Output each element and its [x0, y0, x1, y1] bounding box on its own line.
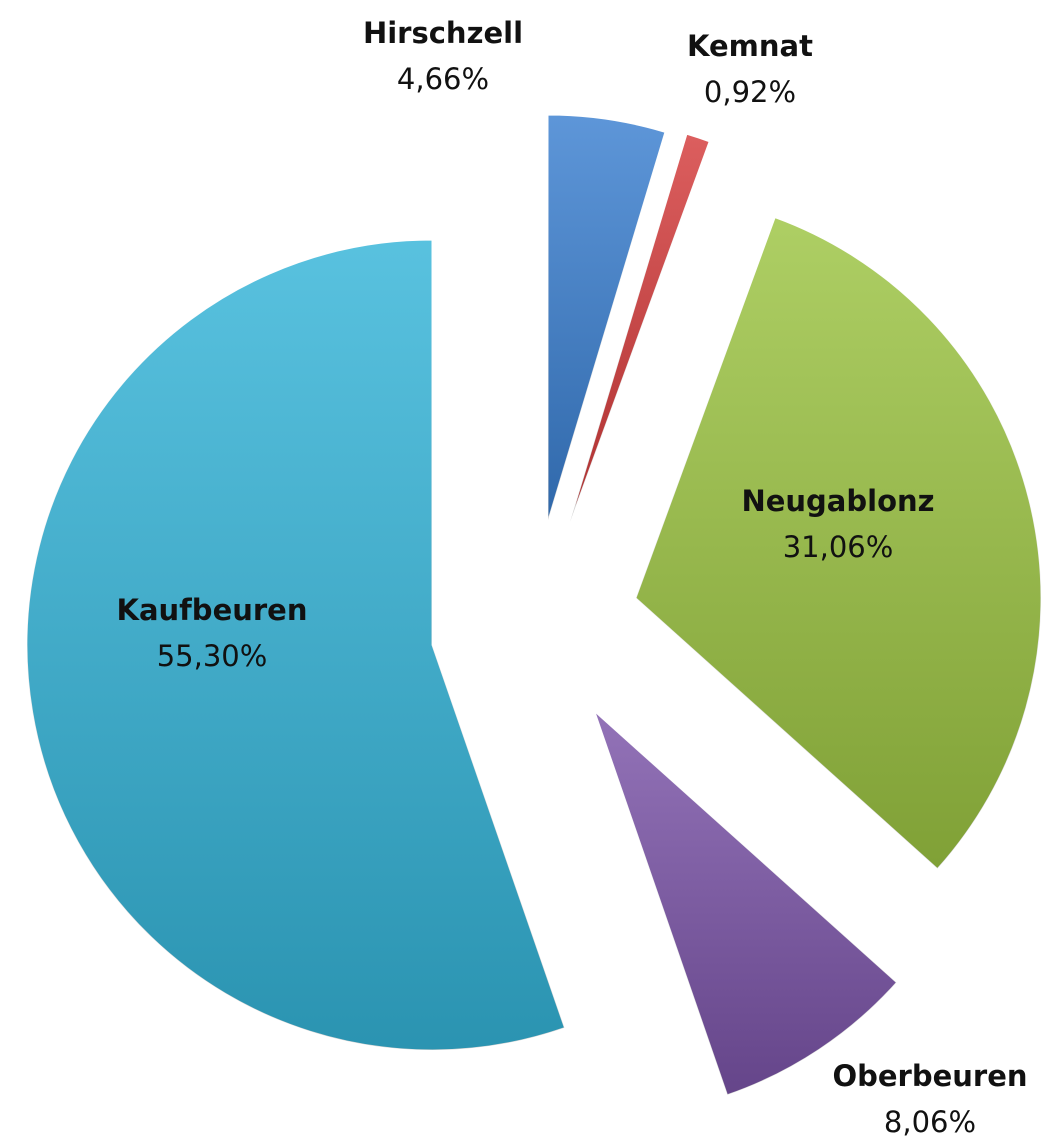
slice-label: Neugablonz [741, 484, 934, 518]
slice-label: Oberbeuren [832, 1059, 1027, 1093]
slice-value: 4,66% [397, 62, 489, 96]
slice-label: Hirschzell [363, 16, 523, 50]
slice-value: 31,06% [783, 530, 894, 564]
slice-shade [636, 217, 1041, 869]
slice-shade [570, 134, 710, 522]
slice-shade [595, 712, 897, 1095]
slice-value: 55,30% [157, 639, 268, 673]
slice-shade [26, 240, 565, 1050]
slice-label: Kaufbeuren [117, 593, 308, 627]
slice-value: 8,06% [884, 1105, 976, 1139]
slice-label: Kemnat [687, 29, 813, 63]
slice-value: 0,92% [704, 75, 796, 109]
slice-shade [548, 115, 665, 520]
